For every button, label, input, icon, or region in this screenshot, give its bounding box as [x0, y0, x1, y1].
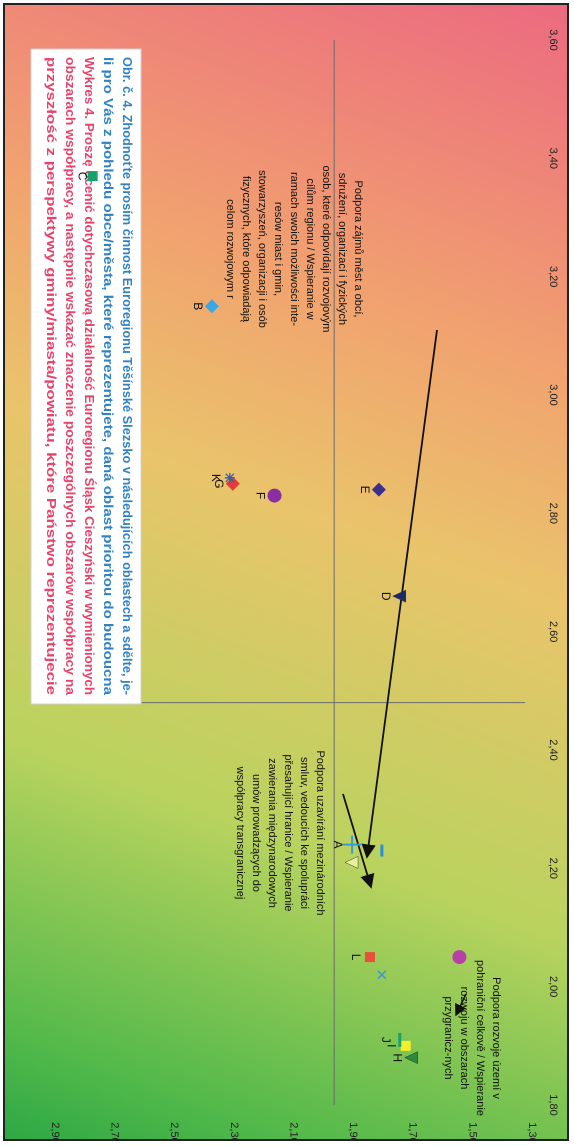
annotation-right: celom rozwojowym r [224, 199, 236, 299]
annotation-left: Podpora uzavírání mezinárodních [314, 750, 326, 915]
chart-title-line: przyszłość z perspektywy gminy/miasta/po… [44, 57, 59, 695]
y-tick-label: 2,30 [228, 1122, 240, 1139]
x-tick-label: 3,00 [547, 384, 559, 405]
chart-title-line: li pro Vás z pohledu obce/města, které r… [101, 57, 116, 696]
data-point [404, 1051, 418, 1065]
annotation-left: współpracy transgranicznej [234, 766, 246, 900]
data-point [87, 171, 98, 182]
annotation-right: fizycznych, które odpowiadają [240, 176, 252, 323]
chart-title-line: Obr. č. 4. Zhodnoťte prosím činnost Euro… [120, 57, 135, 695]
x-tick-label: 2,80 [547, 503, 559, 524]
chart-title-line: Wykres 4. Proszę ocenić dotychczasową dz… [82, 57, 97, 695]
data-point [377, 970, 387, 980]
data-point [344, 856, 359, 869]
x-tick-label: 3,20 [547, 266, 559, 287]
annotation-bottom: pohraniční celkově / Wspieranie [474, 960, 486, 1116]
y-tick-label: 1,50 [466, 1122, 478, 1139]
point-label: C [76, 172, 90, 181]
x-tick-label: 1,80 [547, 1094, 559, 1115]
y-tick-label: 2,50 [168, 1122, 180, 1139]
y-tick-label: 1,70 [407, 1122, 419, 1139]
data-point [204, 299, 219, 314]
annotation-bottom: Podpora rozvoje území v [490, 977, 502, 1099]
point-label: B [191, 302, 205, 310]
annotation-right: cílům regionu / Wspieranie w [304, 178, 316, 319]
point-label: A [331, 841, 345, 849]
point-label: G [212, 479, 226, 488]
title-box [30, 48, 142, 705]
chart-frame: 1,80 2,00 2,20 2,40 2,60 2,80 3,00 3,20 3,40 3,60… [3, 3, 569, 1141]
point-label: H [391, 1053, 405, 1062]
x-tick-label: 3,60 [547, 29, 559, 50]
point-label: J [379, 1037, 393, 1043]
y-tick-label: 2,90 [49, 1122, 61, 1139]
x-tick-label: 3,40 [547, 148, 559, 169]
annotation-right: stowarzyszeń, organizacji i osób [256, 170, 268, 328]
y-tick-label: 2,10 [287, 1122, 299, 1139]
data-point [343, 835, 362, 854]
point-label: D [379, 592, 393, 601]
data-point [371, 482, 386, 497]
data-point [224, 472, 235, 483]
y-tick-label: 2,70 [109, 1122, 121, 1139]
data-point [398, 1032, 402, 1047]
point-label: E [358, 486, 372, 494]
annotation-right: osob, které odpovídají rozvojovým [320, 166, 332, 333]
arrow-bottom-annotation [455, 993, 467, 1017]
x-tick-label: 2,20 [547, 858, 559, 879]
data-point [400, 1040, 411, 1051]
annotation-bottom: przygranicz-nych [442, 996, 454, 1079]
annotation-right: ramach swoich możliwości inte- [288, 172, 300, 326]
annotation-left: přesahující hranice / Wspieranie [282, 754, 294, 911]
data-point [364, 952, 375, 963]
point-label: L [349, 954, 363, 961]
data-point [392, 589, 407, 603]
annotation-right: resów miast i gmin, [272, 202, 284, 296]
point-label: F [254, 492, 268, 499]
arrow-left-annotation [342, 793, 375, 889]
x-tick-label: 2,60 [547, 621, 559, 642]
y-tick-label: 1,30 [526, 1122, 538, 1139]
x-tick-label: 2,40 [547, 739, 559, 760]
annotation-bottom: rozwoju w obszarach [458, 987, 470, 1090]
point-label: I [385, 1044, 399, 1047]
annotation-right: Podpora zájmů měst a obcí, [352, 181, 364, 318]
data-point [267, 488, 282, 503]
data-point [452, 950, 467, 965]
point-label: K [209, 474, 223, 482]
chart-title-line: obszarach współpracy, a następnie wskaza… [63, 57, 78, 696]
y-tick-label: 1,90 [347, 1122, 359, 1139]
scatter-chart: 1,80 2,00 2,20 2,40 2,60 2,80 3,00 3,20 3,40 3,60… [30, 29, 559, 1139]
annotation-left: zawierania międzynarodowych [266, 758, 278, 908]
annotation-right: sdružení, organizací i fyzických [336, 173, 348, 325]
annotation-left: smluv, vedoucích ke spolupráci [298, 757, 310, 909]
annotation-left: umów prowadzących do [250, 774, 262, 892]
x-tick-label: 2,00 [547, 976, 559, 997]
